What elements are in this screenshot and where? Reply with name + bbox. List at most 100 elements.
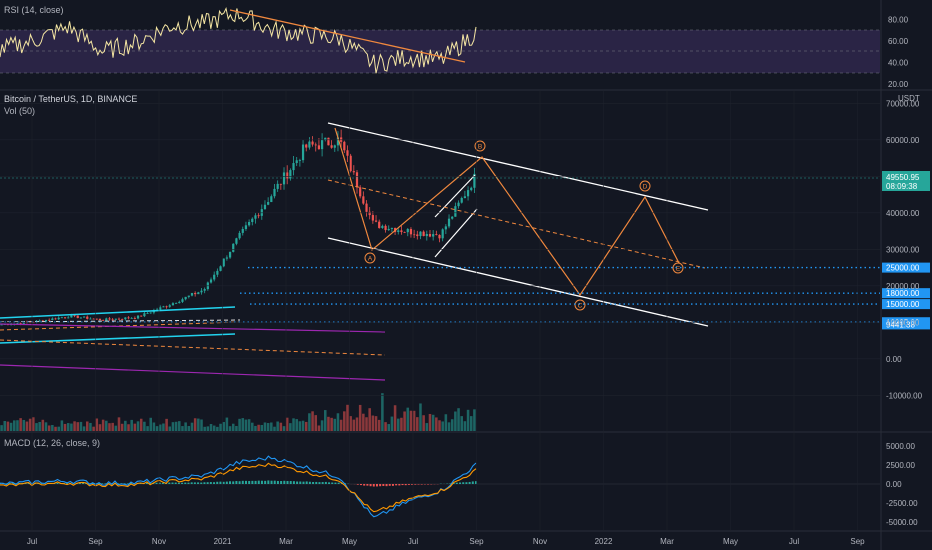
macd-hist-bar: [123, 483, 126, 484]
flag-upper-line[interactable]: [434, 174, 476, 218]
volume-bar: [136, 421, 140, 431]
macd-hist-bar: [177, 482, 180, 484]
candle: [209, 279, 213, 283]
candle: [73, 315, 76, 317]
macd-tick-label: 5000.00: [886, 442, 915, 451]
last-price-tag: [882, 171, 930, 191]
volume-bar: [285, 417, 289, 431]
candle: [276, 183, 279, 189]
macd-hist-bar: [161, 482, 164, 484]
candle: [251, 218, 254, 223]
flag-lower-line[interactable]: [434, 208, 478, 258]
candle: [197, 292, 200, 295]
macd-hist-bar: [235, 480, 238, 484]
macd-hist-bar: [78, 482, 81, 484]
rsi-trendline[interactable]: [229, 9, 466, 63]
candle: [454, 206, 457, 217]
candle: [228, 251, 232, 258]
volume-bar: [162, 423, 165, 431]
volume-bar: [336, 413, 340, 431]
macd-hist-bar: [375, 484, 378, 487]
volume-bar: [133, 423, 137, 431]
macd-hist-bar: [283, 480, 286, 484]
channel-upper-line[interactable]: [327, 122, 709, 211]
volume-bar: [171, 422, 175, 431]
volume-bar: [101, 419, 105, 431]
volume-bar: [219, 423, 222, 431]
candle: [292, 163, 295, 171]
volume-bar: [400, 417, 403, 431]
candle: [162, 306, 165, 308]
volume-bar: [428, 413, 432, 431]
wave-path[interactable]: [334, 127, 681, 297]
macd-hist-bar: [471, 481, 474, 484]
signal-line: [0, 462, 477, 513]
wave-label-marker[interactable]: [574, 299, 586, 311]
macd-hist-bar: [369, 484, 372, 487]
wave-label-marker[interactable]: [364, 252, 376, 264]
volume-bar: [82, 426, 86, 431]
purple-trendline-lower[interactable]: [0, 364, 386, 381]
volume-bar: [149, 417, 153, 431]
candle: [130, 317, 133, 319]
purple-trendline-upper[interactable]: [0, 323, 386, 333]
volume-bar: [114, 425, 118, 431]
candle: [175, 303, 178, 304]
candle: [282, 172, 286, 185]
candle: [89, 318, 92, 320]
macd-hist-bar: [145, 482, 148, 484]
volume-bar: [422, 415, 425, 431]
wave-label-marker[interactable]: [672, 262, 684, 274]
rsi-pane[interactable]: 80.00 60.00 40.00 20.00: [0, 6, 909, 89]
orange-dashed-trendline-long[interactable]: [0, 339, 386, 356]
level-label: 9441.38: [886, 320, 915, 329]
symbol-title[interactable]: Bitcoin / TetherUS, 1D, BINANCE: [4, 94, 138, 104]
candle: [76, 315, 79, 319]
macd-hist-bar: [181, 482, 184, 484]
macd-hist-bar: [315, 481, 318, 484]
volume-bar: [260, 424, 264, 431]
volume-bar: [365, 417, 368, 431]
candle: [409, 228, 413, 235]
candle: [371, 215, 374, 221]
candle: [260, 209, 263, 216]
level-tag: [882, 262, 930, 273]
cyan-trendline-lower[interactable]: [0, 333, 236, 344]
macd-hist-bar: [401, 484, 404, 486]
volume-bar: [124, 420, 127, 431]
candle: [305, 144, 308, 148]
macd-hist-bar: [321, 482, 324, 484]
volume-bar: [143, 421, 146, 431]
volume-bar: [117, 417, 121, 431]
candle: [200, 290, 203, 293]
volume-bar: [28, 418, 32, 431]
macd-hist-bar: [270, 480, 273, 484]
wave-label-marker[interactable]: [474, 140, 486, 152]
macd-hist-bar: [149, 483, 152, 484]
volume-bar: [301, 420, 305, 431]
volume-bar: [416, 417, 419, 431]
macd-pane[interactable]: 5000.00 2500.00 0.00 -2500.00 -5000.00: [0, 442, 918, 527]
volume-bar: [314, 415, 318, 431]
white-dashed-trendline[interactable]: [0, 319, 241, 323]
channel-lower-line[interactable]: [327, 237, 709, 327]
macd-hist-bar: [27, 482, 30, 484]
price-tick-label: 30000.00: [886, 245, 920, 254]
volume-bar: [155, 426, 159, 431]
wave-label-marker[interactable]: [639, 180, 651, 192]
volume-bar: [89, 422, 92, 431]
volume-label: Vol (50): [4, 106, 36, 116]
channel-mid-dashed[interactable]: [327, 179, 706, 269]
volume-bar: [279, 422, 283, 431]
volume-bar: [63, 423, 67, 431]
volume-bar: [403, 411, 406, 431]
macd-hist-bar: [241, 480, 244, 484]
macd-hist-bar: [251, 480, 254, 484]
volume-bar: [358, 404, 362, 431]
macd-hist-bar: [168, 482, 171, 484]
volume-bar: [120, 423, 124, 431]
candle: [203, 289, 206, 291]
cyan-trendline-upper[interactable]: [0, 306, 236, 319]
